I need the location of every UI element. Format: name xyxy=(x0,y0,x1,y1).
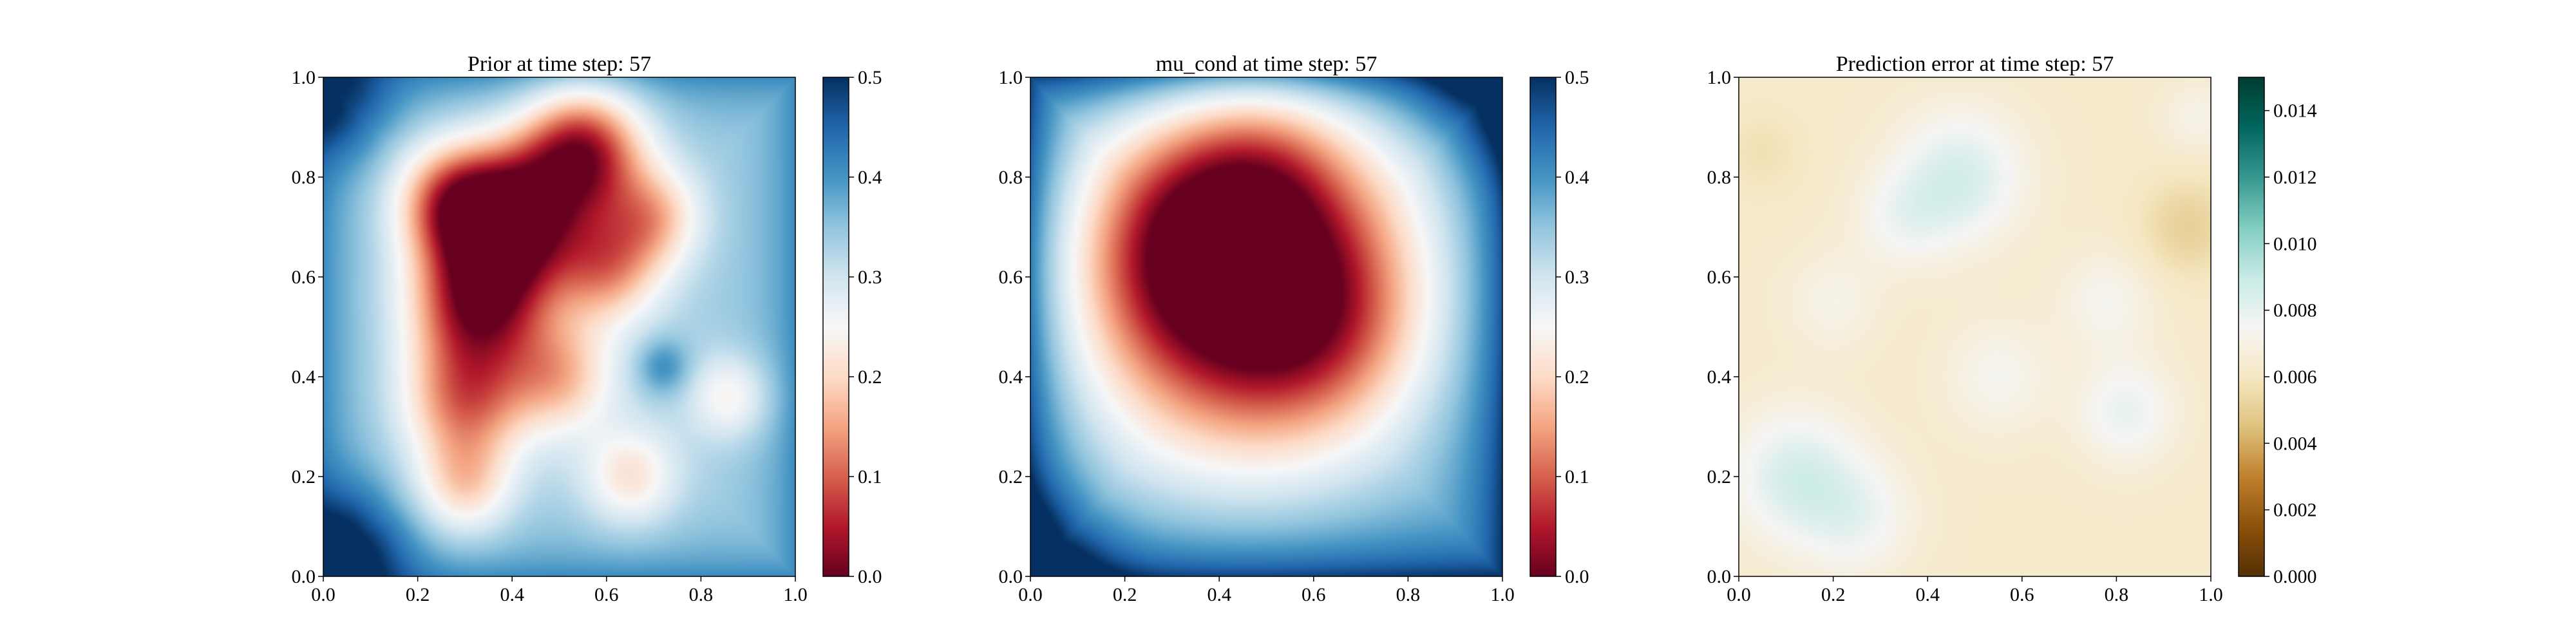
x-tick-label: 0.8 xyxy=(2105,584,2129,605)
x-tick-label: 0.0 xyxy=(311,584,336,605)
y-tick-label: 0.8 xyxy=(1707,167,1732,188)
colorbar-tick-label: 0.002 xyxy=(2273,500,2317,521)
colorbar-tick-label: 0.5 xyxy=(858,67,882,88)
axes-frame xyxy=(1738,77,2211,577)
colorbar-tick-label: 0.010 xyxy=(2273,233,2317,254)
x-tick-label: 0.0 xyxy=(1727,584,1751,605)
axes-frame xyxy=(323,77,796,577)
colorbar-tick-label: 0.4 xyxy=(1565,167,1589,188)
y-tick-label: 0.0 xyxy=(292,566,316,587)
x-tick-label: 0.8 xyxy=(689,584,714,605)
y-tick-label: 0.4 xyxy=(1707,366,1732,388)
y-tick-label: 0.8 xyxy=(292,167,316,188)
colorbar-tick-label: 0.3 xyxy=(1565,267,1589,288)
colorbar xyxy=(1530,77,1557,577)
colorbar-tick-label: 0.1 xyxy=(1565,466,1589,488)
y-tick-label: 1.0 xyxy=(292,67,316,88)
colorbar-tick-label: 0.5 xyxy=(1565,67,1589,88)
x-tick-label: 1.0 xyxy=(1490,584,1515,605)
y-tick-label: 0.0 xyxy=(1707,566,1732,587)
heatmap-image xyxy=(1030,77,1502,576)
x-tick-label: 0.6 xyxy=(1302,584,1326,605)
heatmap-image xyxy=(1739,77,2211,576)
x-tick-label: 0.4 xyxy=(1207,584,1231,605)
x-tick-label: 0.2 xyxy=(1113,584,1137,605)
y-tick-label: 0.0 xyxy=(999,566,1023,587)
panel-1: Prior at time step: 57 0.0 0.2 0.4 0.6 0.8 1.0… xyxy=(292,52,882,605)
y-tick-label: 0.4 xyxy=(292,366,316,388)
colorbar-tick-label: 0.006 xyxy=(2273,366,2317,388)
y-tick-label: 0.6 xyxy=(292,267,316,288)
colorbar-tick-label: 0.014 xyxy=(2273,100,2317,122)
x-tick-label: 1.0 xyxy=(783,584,808,605)
colorbar xyxy=(822,77,849,577)
x-tick-label: 0.6 xyxy=(2010,584,2034,605)
x-tick-label: 0.0 xyxy=(1018,584,1043,605)
x-tick-label: 0.6 xyxy=(594,584,619,605)
y-tick-label: 0.4 xyxy=(999,366,1023,388)
y-tick-label: 0.2 xyxy=(1707,466,1732,488)
colorbar-tick-label: 0.004 xyxy=(2273,433,2317,454)
x-tick-label: 1.0 xyxy=(2199,584,2223,605)
panel-3: Prediction error at time step: 57 0.0 0.2 0… xyxy=(1707,52,2317,605)
chart-title: Prior at time step: 57 xyxy=(468,52,651,76)
y-tick-label: 1.0 xyxy=(999,67,1023,88)
colorbar xyxy=(2238,77,2265,577)
x-tick-label: 0.8 xyxy=(1396,584,1421,605)
y-tick-label: 0.6 xyxy=(1707,267,1732,288)
colorbar-tick-label: 0.012 xyxy=(2273,167,2317,188)
x-tick-label: 0.2 xyxy=(1821,584,1846,605)
colorbar-tick-label: 0.2 xyxy=(858,366,882,388)
chart-title: mu_cond at time step: 57 xyxy=(1156,52,1378,76)
colorbar-tick-label: 0.0 xyxy=(858,566,882,587)
chart-title: Prediction error at time step: 57 xyxy=(1836,52,2114,76)
x-tick-label: 0.4 xyxy=(500,584,524,605)
panel-2: mu_cond at time step: 57 0.0 0.2 0.4 0.6 0.8 1… xyxy=(999,52,1589,605)
axes-frame xyxy=(1030,77,1503,577)
x-tick-label: 0.4 xyxy=(1915,584,1940,605)
colorbar-tick-label: 0.1 xyxy=(858,466,882,488)
heatmap-image xyxy=(323,77,795,576)
colorbar-tick-label: 0.2 xyxy=(1565,366,1589,388)
y-tick-label: 1.0 xyxy=(1707,67,1732,88)
y-tick-label: 0.8 xyxy=(999,167,1023,188)
colorbar-tick-label: 0.4 xyxy=(858,167,882,188)
x-tick-label: 0.2 xyxy=(406,584,430,605)
colorbar-tick-label: 0.000 xyxy=(2273,566,2317,587)
y-tick-label: 0.2 xyxy=(292,466,316,488)
colorbar-tick-label: 0.008 xyxy=(2273,300,2317,321)
colorbar-tick-label: 0.3 xyxy=(858,267,882,288)
y-tick-label: 0.2 xyxy=(999,466,1023,488)
y-tick-label: 0.6 xyxy=(999,267,1023,288)
colorbar-tick-label: 0.0 xyxy=(1565,566,1589,587)
